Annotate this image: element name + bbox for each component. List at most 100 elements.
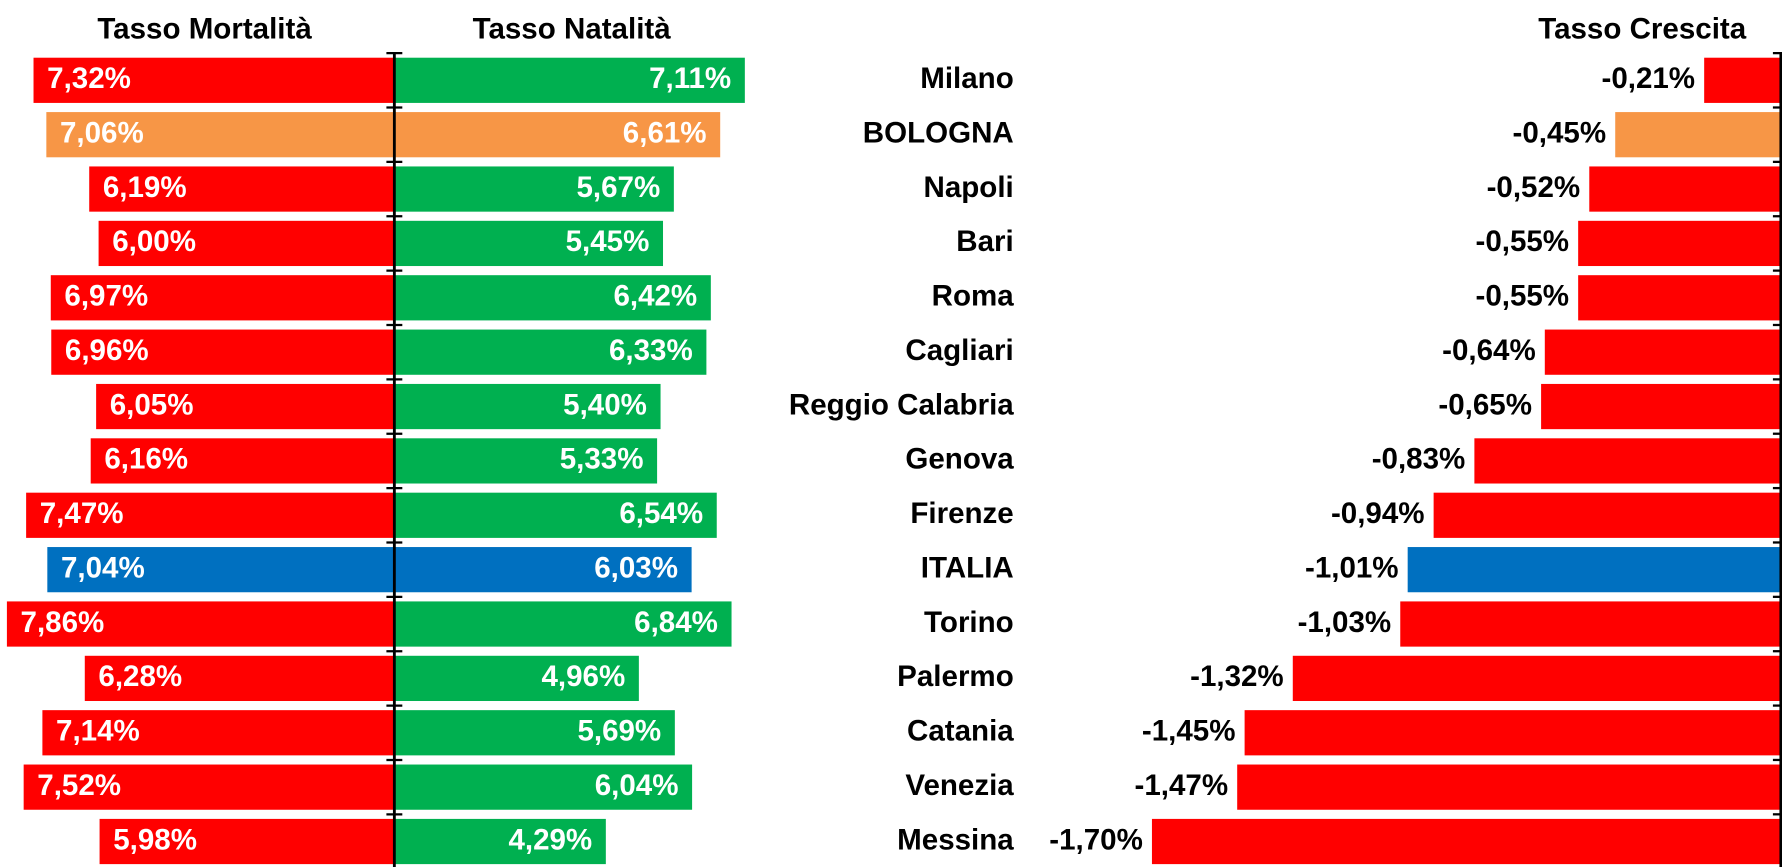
- value-label: -0,55%: [1475, 280, 1569, 313]
- bar: [1615, 112, 1782, 158]
- bar: [394, 57, 745, 103]
- value-label: 6,42%: [613, 280, 697, 313]
- value-label: 4,96%: [541, 660, 625, 693]
- bar: [394, 764, 693, 810]
- value-label: 6,16%: [104, 443, 188, 476]
- value-label: 7,47%: [40, 497, 124, 530]
- value-label: 6,00%: [112, 225, 196, 258]
- bar: [1541, 383, 1782, 430]
- bar: [1578, 220, 1782, 267]
- category-label: BOLOGNA: [863, 117, 1014, 150]
- value-label: 7,86%: [21, 606, 105, 639]
- series-title: Tasso Mortalità: [97, 12, 312, 45]
- bar: [51, 329, 395, 375]
- bar: [89, 166, 395, 212]
- bar: [99, 818, 395, 865]
- bar: [1474, 438, 1782, 484]
- bar: [98, 220, 395, 267]
- bar: [1704, 57, 1782, 103]
- bar: [1433, 492, 1782, 538]
- value-label: 6,97%: [64, 280, 148, 313]
- value-label: -0,21%: [1601, 62, 1695, 95]
- value-label: 6,03%: [594, 551, 678, 584]
- series-title: Tasso Crescita: [1538, 12, 1747, 45]
- bar: [1589, 166, 1782, 212]
- value-label: -1,03%: [1298, 606, 1392, 639]
- value-label: 7,32%: [47, 62, 131, 95]
- bar: [394, 112, 721, 158]
- value-label: 5,98%: [113, 823, 197, 856]
- value-label: -1,47%: [1135, 769, 1229, 802]
- value-label: -1,01%: [1305, 551, 1399, 584]
- category-label: Roma: [932, 280, 1015, 313]
- bar: [394, 655, 639, 702]
- bar: [1407, 547, 1782, 593]
- bar: [1544, 329, 1782, 375]
- category-label: Messina: [897, 823, 1014, 856]
- value-label: -0,83%: [1372, 443, 1466, 476]
- category-label: Catania: [907, 715, 1014, 748]
- value-label: 6,05%: [110, 388, 194, 421]
- bar: [394, 329, 707, 375]
- value-label: 6,33%: [609, 334, 693, 367]
- bar: [394, 492, 717, 538]
- value-label: -1,32%: [1190, 660, 1284, 693]
- category-label: Bari: [956, 225, 1013, 258]
- bar: [47, 547, 395, 593]
- category-label: Venezia: [905, 769, 1014, 802]
- value-label: 6,96%: [65, 334, 149, 367]
- value-label: 7,11%: [649, 62, 731, 95]
- value-label: 6,28%: [98, 660, 182, 693]
- series-title: Tasso Natalità: [473, 12, 672, 45]
- category-label: Napoli: [923, 171, 1013, 204]
- value-label: 6,61%: [623, 117, 707, 150]
- category-label: Milano: [920, 62, 1014, 95]
- value-label: 7,14%: [56, 715, 140, 748]
- category-label: Firenze: [910, 497, 1013, 530]
- category-label: ITALIA: [921, 551, 1014, 584]
- bar: [26, 492, 395, 538]
- value-label: -0,52%: [1487, 171, 1581, 204]
- value-label: 5,33%: [560, 443, 644, 476]
- category-label: Palermo: [897, 660, 1014, 693]
- category-label: Torino: [924, 606, 1014, 639]
- bar: [394, 547, 692, 593]
- bar: [23, 764, 395, 810]
- bar: [394, 383, 661, 430]
- value-label: -0,64%: [1442, 334, 1536, 367]
- value-label: -0,55%: [1475, 225, 1569, 258]
- value-label: -0,94%: [1331, 497, 1425, 530]
- bar: [1244, 710, 1782, 756]
- value-label: 5,67%: [576, 171, 660, 204]
- value-label: -0,65%: [1438, 388, 1532, 421]
- value-label: 5,69%: [577, 715, 661, 748]
- bar: [96, 383, 395, 430]
- value-label: 6,84%: [634, 606, 718, 639]
- value-label: 6,19%: [103, 171, 187, 204]
- bar: [1237, 764, 1782, 810]
- bar: [394, 275, 711, 321]
- category-label: Cagliari: [905, 334, 1013, 367]
- value-label: 6,04%: [595, 769, 679, 802]
- bar: [42, 710, 395, 756]
- bar: [394, 601, 732, 647]
- value-label: 7,04%: [61, 551, 145, 584]
- value-label: 7,52%: [37, 769, 121, 802]
- value-label: 5,45%: [566, 225, 650, 258]
- bar: [1151, 818, 1782, 865]
- category-label: Reggio Calabria: [789, 388, 1014, 421]
- bar: [1292, 655, 1782, 702]
- bar: [394, 220, 664, 267]
- bar: [394, 438, 658, 484]
- bar: [50, 275, 395, 321]
- bar: [394, 818, 606, 865]
- bar: [1578, 275, 1782, 321]
- value-label: 6,54%: [619, 497, 703, 530]
- value-label: 7,06%: [60, 117, 144, 150]
- value-label: 4,29%: [508, 823, 592, 856]
- bar: [1400, 601, 1782, 647]
- bar: [6, 601, 395, 647]
- bar: [33, 57, 395, 103]
